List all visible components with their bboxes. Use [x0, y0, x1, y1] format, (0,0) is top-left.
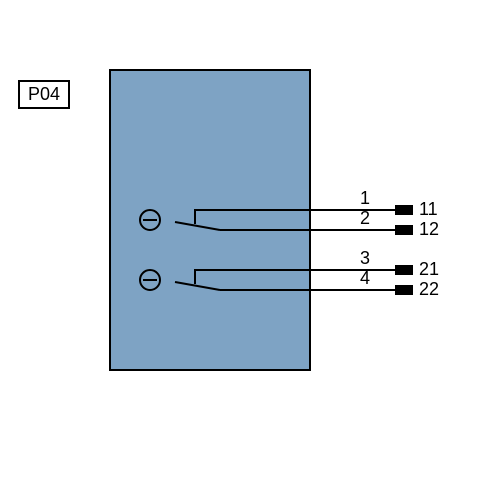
terminal-label: 22 — [419, 279, 439, 300]
pin-label: 4 — [360, 268, 370, 289]
pin-label: 2 — [360, 208, 370, 229]
pin-label: 1 — [360, 188, 370, 209]
terminal-label: 12 — [419, 219, 439, 240]
wiring-diagram — [0, 0, 500, 500]
terminal-label: 21 — [419, 259, 439, 280]
terminal-label: 11 — [419, 199, 438, 220]
pin-label: 3 — [360, 248, 370, 269]
